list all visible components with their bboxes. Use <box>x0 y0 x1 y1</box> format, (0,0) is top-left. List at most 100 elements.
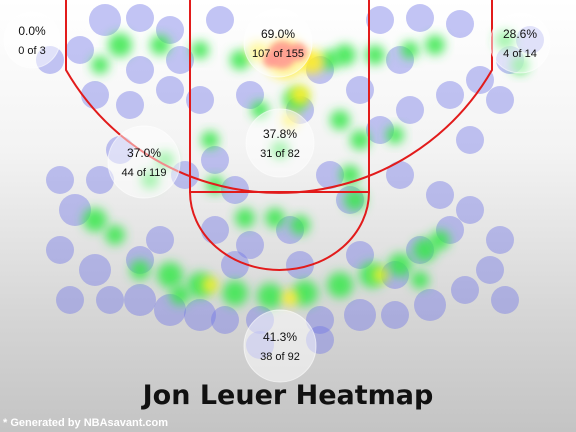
heat-blob <box>350 130 370 150</box>
heat-blob <box>366 6 394 34</box>
heat-blob <box>344 299 376 331</box>
heat-blob <box>105 225 125 245</box>
zone-above-break-3: 41.3% 38 of 92 <box>243 309 317 383</box>
heat-blob <box>59 194 91 226</box>
heat-blob <box>346 241 374 269</box>
zone-percentage: 37.0% <box>127 146 161 160</box>
heat-blob <box>306 306 334 334</box>
zone-right-corner-3: 28.6% 4 of 14 <box>489 12 551 74</box>
heat-blob <box>386 161 414 189</box>
heat-blob <box>257 283 283 309</box>
heat-blob <box>116 91 144 119</box>
heat-blob <box>386 126 404 144</box>
heat-blob <box>491 286 519 314</box>
heat-blob <box>83 208 107 232</box>
heat-blob <box>292 280 318 306</box>
heat-blob <box>201 216 229 244</box>
heat-blob <box>221 251 249 279</box>
heat-blob <box>425 35 445 55</box>
heat-blob <box>56 286 84 314</box>
heat-blob <box>79 254 111 286</box>
heat-blob <box>222 280 248 306</box>
heat-blob <box>130 260 150 280</box>
heat-blob <box>202 277 218 293</box>
heat-blob <box>230 50 250 70</box>
heat-blob <box>156 76 184 104</box>
heat-blob <box>396 96 424 124</box>
heat-blob <box>124 284 156 316</box>
heat-blob <box>96 286 124 314</box>
heat-blob <box>46 236 74 264</box>
heat-blob <box>206 6 234 34</box>
heat-blob <box>66 36 94 64</box>
zone-bubble <box>243 8 313 78</box>
zone-makes-attempts: 31 of 82 <box>260 148 300 160</box>
zone-restricted-area: 69.0% 107 of 155 <box>243 8 313 78</box>
heat-blob <box>184 299 216 331</box>
heat-blob <box>426 181 454 209</box>
zone-makes-attempts: 44 of 119 <box>121 167 166 179</box>
heat-blob <box>126 56 154 84</box>
heat-blob <box>286 251 314 279</box>
heat-blob <box>466 66 494 94</box>
heat-blob <box>320 50 340 70</box>
heat-blob <box>451 276 479 304</box>
heat-blob <box>236 231 264 259</box>
heat-blob <box>446 10 474 38</box>
zone-makes-attempts: 0 of 3 <box>18 45 46 57</box>
heat-blob <box>201 146 229 174</box>
heat-blob <box>290 215 310 235</box>
heat-blob <box>166 46 194 74</box>
heat-blob <box>282 290 298 306</box>
heat-blob <box>108 33 132 57</box>
heat-blob <box>476 256 504 284</box>
heat-blob <box>330 110 350 130</box>
zone-bubble <box>3 11 61 69</box>
zone-makes-attempts: 107 of 155 <box>252 48 304 60</box>
heat-blob <box>170 285 190 305</box>
heat-blob <box>186 86 214 114</box>
heat-blob <box>381 301 409 329</box>
heat-blob <box>486 86 514 114</box>
zone-bubble <box>245 108 315 178</box>
zone-bubble <box>107 125 181 199</box>
chart-title: Jon Leuer Heatmap <box>142 380 434 411</box>
zone-bubble <box>243 309 317 383</box>
zone-makes-attempts: 38 of 92 <box>260 351 300 363</box>
heat-blob <box>201 131 219 149</box>
zone-left-corner-3: 0.0% 0 of 3 <box>3 11 61 69</box>
heat-blob <box>211 306 239 334</box>
heat-blob <box>290 85 310 105</box>
heat-blob <box>401 41 419 59</box>
heat-blob <box>146 226 174 254</box>
zone-labels: 0.0% 0 of 3 69.0% 107 of 155 28.6% 4 of 14 37.… <box>3 8 551 383</box>
heat-blob <box>456 126 484 154</box>
zone-percentage: 28.6% <box>503 27 537 41</box>
heat-blob <box>157 262 183 288</box>
court-lines <box>65 0 493 271</box>
zone-percentage: 41.3% <box>263 330 297 344</box>
heat-blob <box>265 208 285 228</box>
heat-blob <box>373 268 387 282</box>
heat-blob <box>327 272 353 298</box>
zone-percentage: 37.8% <box>263 127 297 141</box>
heat-blob <box>316 161 344 189</box>
heat-blob <box>191 41 209 59</box>
zone-percentage: 69.0% <box>261 27 295 41</box>
zone-paint-non-ra: 37.8% 31 of 82 <box>245 108 315 178</box>
heat-blob <box>388 253 412 277</box>
heat-blob <box>430 230 450 250</box>
heat-blob <box>436 81 464 109</box>
heat-blob <box>411 271 429 289</box>
zone-percentage: 0.0% <box>18 24 46 38</box>
heat-blob <box>150 35 170 55</box>
heat-blob <box>89 4 121 36</box>
heat-blob <box>346 76 374 104</box>
heat-blob <box>235 208 255 228</box>
zone-makes-attempts: 4 of 14 <box>503 48 537 60</box>
heat-blob <box>456 196 484 224</box>
heat-blob <box>414 289 446 321</box>
free-throw-circle <box>189 191 370 271</box>
